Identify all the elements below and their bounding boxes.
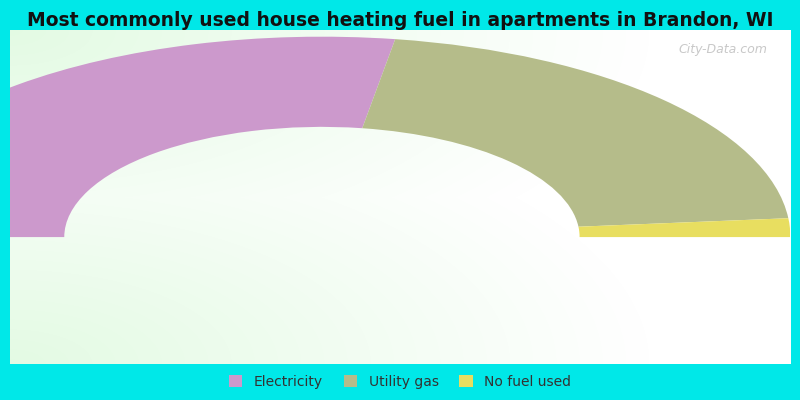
Wedge shape [362,39,788,227]
Wedge shape [0,37,395,237]
Text: Most commonly used house heating fuel in apartments in Brandon, WI: Most commonly used house heating fuel in… [26,11,774,30]
Text: City-Data.com: City-Data.com [678,43,767,56]
Wedge shape [578,218,790,237]
Legend: Electricity, Utility gas, No fuel used: Electricity, Utility gas, No fuel used [223,370,577,394]
